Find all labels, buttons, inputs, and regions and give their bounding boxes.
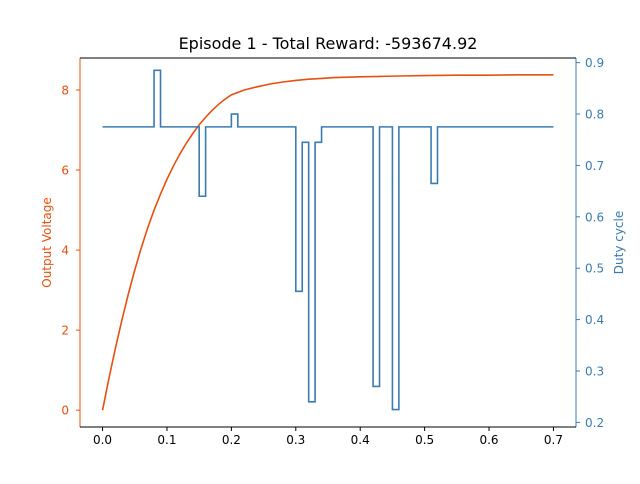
left-tick-label: 6	[61, 164, 69, 178]
left-tick-label: 2	[61, 324, 69, 338]
left-tick-label: 4	[61, 244, 69, 258]
axes-layer: 0.0 0.1 0.2 0.3 0.4 0.5 0.6 0.7 0 2 4 6 8 0.2 0.3 0.4 0.…	[61, 56, 604, 447]
left-tick-label: 0	[61, 404, 69, 418]
right-tick-label: 0.5	[585, 262, 604, 276]
right-tick-label: 0.6	[585, 210, 604, 224]
x-tick-label: 0.2	[222, 433, 241, 447]
left-tick-label: 8	[61, 84, 69, 98]
x-tick-label: 0.0	[93, 433, 112, 447]
right-tick-label: 0.4	[585, 313, 604, 327]
x-tick-label: 0.3	[286, 433, 305, 447]
series-line-output-voltage	[101, 74, 554, 411]
series-line-duty-cycle	[102, 69, 554, 411]
right-tick-label: 0.3	[585, 364, 604, 378]
x-tick-label: 0.1	[157, 433, 176, 447]
left-axis-label: Output Voltage	[40, 197, 54, 288]
right-tick-label: 0.8	[585, 108, 604, 122]
right-tick-label: 0.9	[585, 56, 604, 70]
x-tick-label: 0.5	[415, 433, 434, 447]
plot-layer	[101, 69, 554, 411]
x-tick-label: 0.6	[479, 433, 498, 447]
chart-title: Episode 1 - Total Reward: -593674.92	[179, 34, 478, 53]
x-tick-label: 0.4	[351, 433, 370, 447]
x-tick-label: 0.7	[544, 433, 563, 447]
right-tick-label: 0.7	[585, 159, 604, 173]
right-axis-label: Duty cycle	[612, 211, 626, 274]
right-tick-label: 0.2	[585, 416, 604, 430]
